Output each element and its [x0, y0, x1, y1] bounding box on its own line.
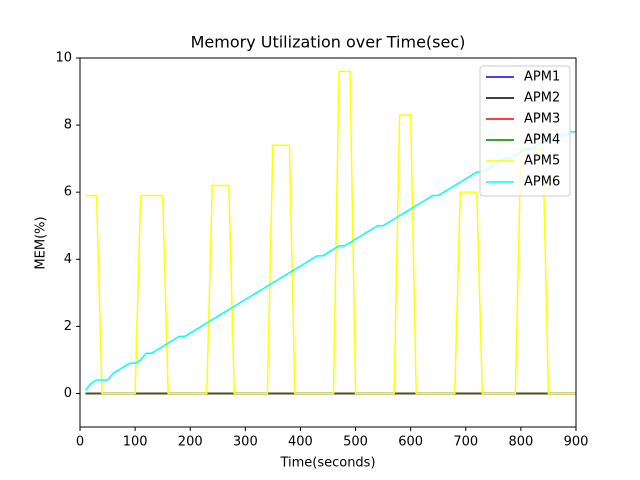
- legend-label: APM3: [524, 112, 560, 127]
- y-axis-label: MEM(%): [34, 216, 49, 269]
- y-tick-label: 6: [64, 185, 72, 200]
- x-tick-label: 500: [343, 435, 368, 450]
- x-tick-label: 700: [453, 435, 478, 450]
- x-tick-label: 300: [233, 435, 258, 450]
- plot-frame: [79, 57, 577, 428]
- x-tick-label: 900: [564, 435, 589, 450]
- x-tick-label: 0: [76, 435, 84, 450]
- x-axis-label: Time(seconds): [279, 456, 375, 471]
- y-tick-label: 2: [64, 319, 72, 334]
- legend-label: APM1: [524, 70, 560, 85]
- legend-label: APM6: [524, 175, 560, 190]
- y-tick-label: 8: [64, 118, 72, 133]
- x-tick-label: 200: [178, 435, 203, 450]
- x-tick-label: 800: [508, 435, 533, 450]
- series-line: [85, 70, 576, 395]
- x-tick-label: 400: [288, 435, 313, 450]
- y-tick-label: 10: [55, 51, 72, 66]
- x-tick-label: 100: [123, 435, 148, 450]
- y-tick-label: 0: [64, 386, 72, 401]
- legend-label: APM4: [524, 133, 560, 148]
- x-tick-label: 600: [398, 435, 423, 450]
- legend-label: APM2: [524, 91, 560, 106]
- y-tick-label: 4: [64, 252, 72, 267]
- legend-label: APM5: [524, 154, 560, 169]
- chart-title: Memory Utilization over Time(sec): [191, 33, 466, 52]
